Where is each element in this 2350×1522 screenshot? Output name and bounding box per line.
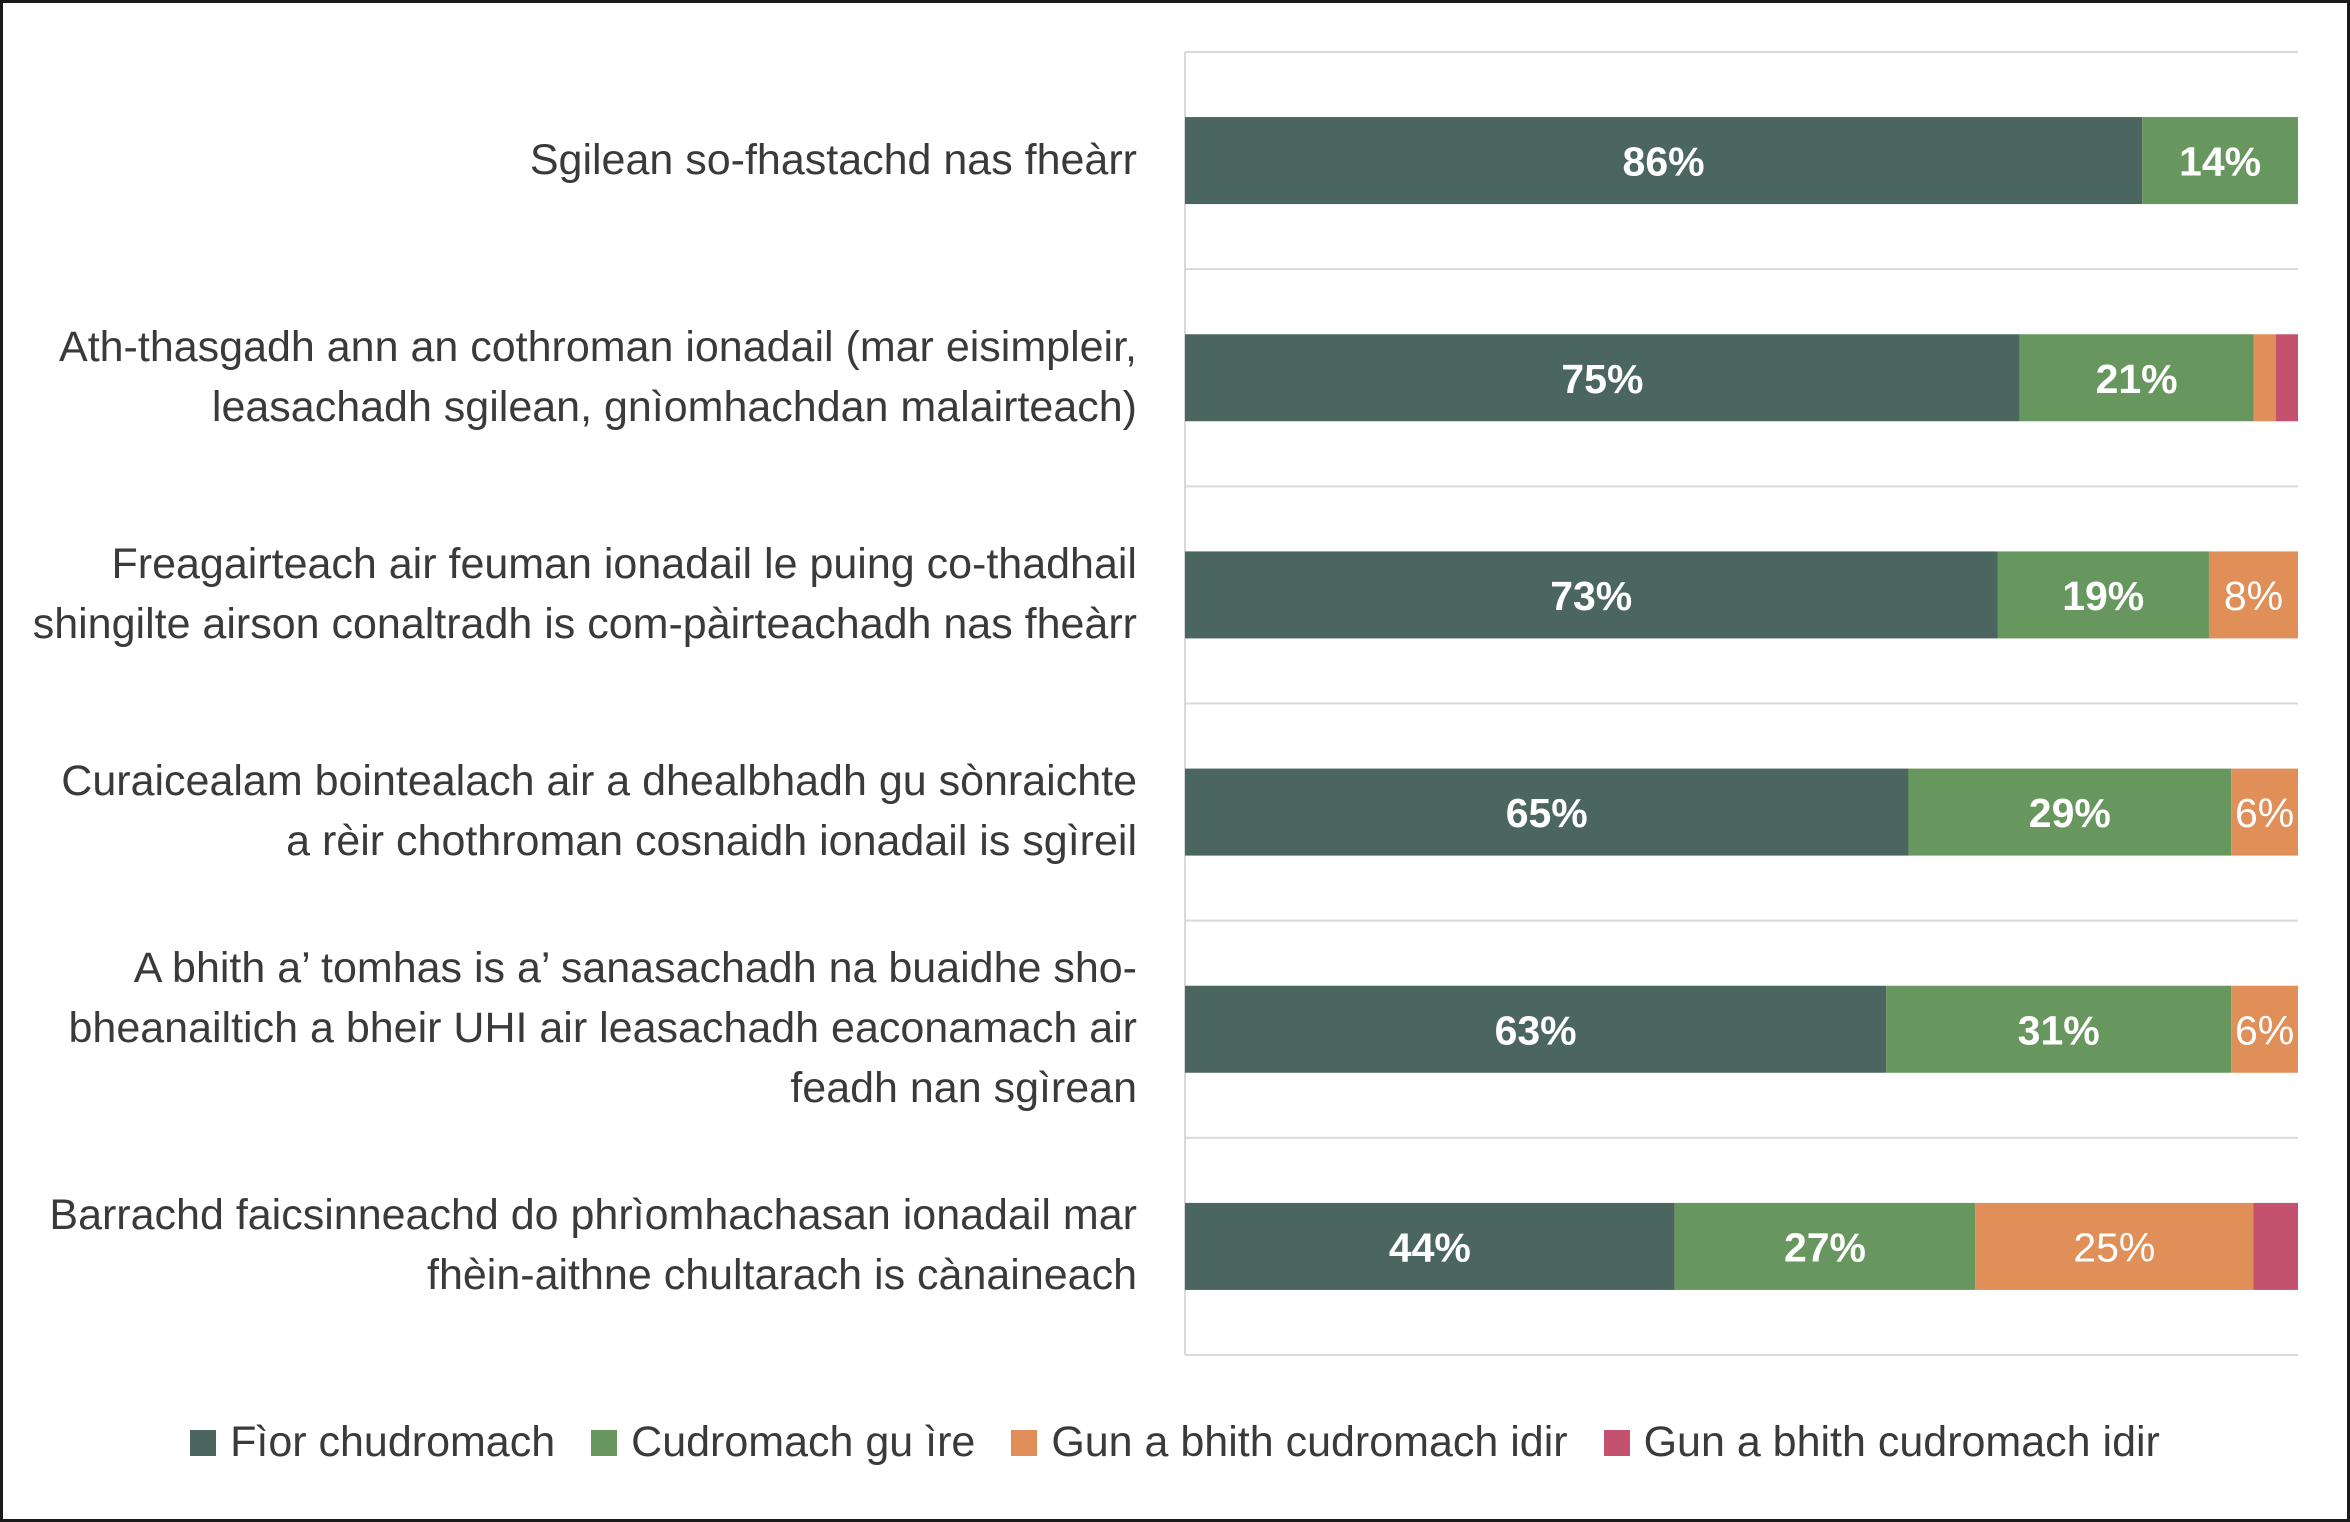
bar-segment [1185,117,2143,205]
legend-item: Cudromach gu ìre [591,1418,975,1467]
category-label: Sgilean so-fhastachd nas fheàrr [529,135,1137,184]
data-label: 14% [2179,139,2261,185]
data-label: 75% [1561,356,1643,402]
legend-label: Fìor chudromach [230,1418,556,1466]
data-label: 86% [1623,139,1705,185]
data-label: 6% [2235,1007,2294,1053]
legend-swatch [591,1429,618,1456]
legend: Fìor chudromach Cudromach gu ìre Gun a bhi… [0,1418,2350,1467]
data-label: 6% [2235,790,2294,836]
category-label: Freagairteach air feuman ionadail le pui… [32,539,1137,648]
category-label: A bhith a’ tomhas is a’ sanasachadh na b… [68,944,1137,1113]
legend-label: Gun a bhith cudromach idir [1643,1418,2160,1466]
bar-segment [1185,985,1887,1073]
bar-segment [2253,1202,2298,1290]
data-label: 21% [2096,356,2178,402]
bar-segment [2208,551,2298,639]
category-label: Curaicealam bointealach air a dhealbhadh… [61,757,1137,866]
bar-segment [1997,551,2209,639]
legend-label: Cudromach gu ìre [631,1418,976,1466]
bar-segment [1886,985,2232,1073]
bar-segment [2231,985,2298,1073]
bar-segment [1185,1202,1675,1290]
data-label: 25% [2073,1224,2155,1270]
data-label: 19% [2062,573,2144,619]
data-label: 31% [2018,1007,2100,1053]
data-label: 29% [2029,790,2111,836]
category-label: Ath-thasgadh ann an cothroman ionadail (… [59,322,1137,431]
legend-item: Gun a bhith cudromach idir [1603,1418,2160,1467]
bar-segment [1185,334,2020,422]
legend-item: Fìor chudromach [190,1418,555,1467]
data-label: 27% [1784,1224,1866,1270]
bar-segment [1185,768,1909,856]
bar-segment [1908,768,2232,856]
bar-segment [1185,551,1998,639]
legend-swatch [1011,1429,1038,1456]
data-label: 8% [2224,573,2283,619]
bar-segment [2231,768,2298,856]
legend-swatch [1603,1429,1630,1456]
data-label: 73% [1550,573,1632,619]
bar-segment [2019,334,2254,422]
bar-segment [1975,1202,2254,1290]
legend-swatch [190,1429,217,1456]
legend-label: Gun a bhith cudromach idir [1051,1418,1568,1466]
legend-item: Gun a bhith cudromach idir [1011,1418,1568,1467]
bar-segment [1674,1202,1976,1290]
data-label: 63% [1495,1007,1577,1053]
bar-segment [2142,117,2298,205]
data-label: 44% [1389,1224,1471,1270]
data-label: 65% [1506,790,1588,836]
bar-segment [2275,334,2298,422]
bar-segment [2253,334,2276,422]
category-label: Barrachd faicsinneachd do phrìomhachasan… [49,1191,1137,1300]
